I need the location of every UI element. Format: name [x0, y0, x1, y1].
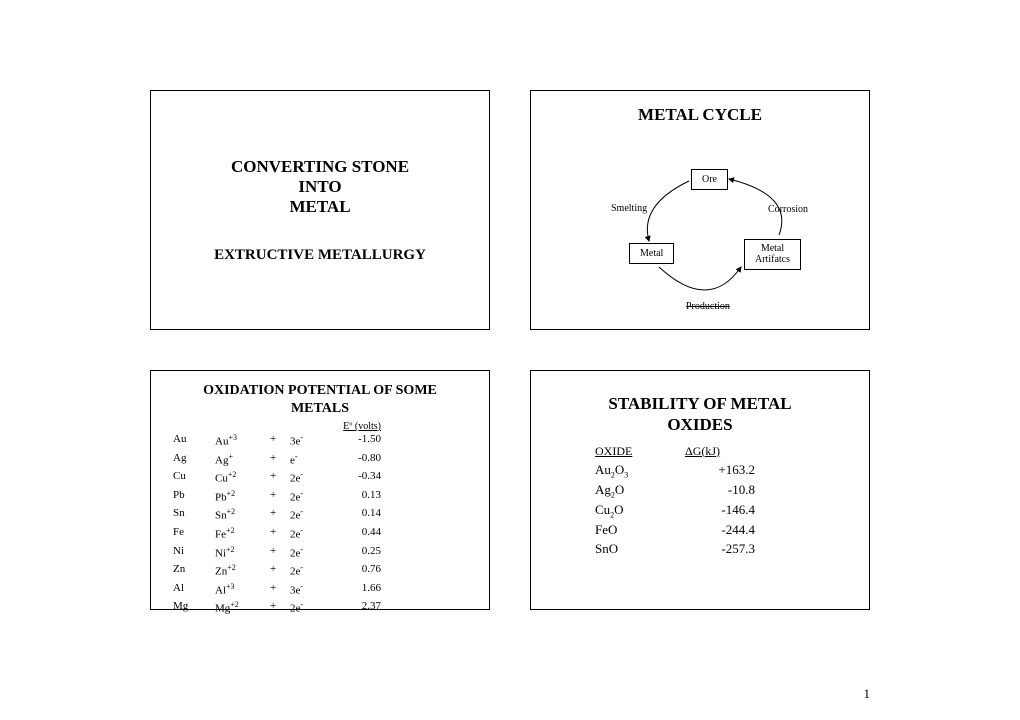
table-row: FeO-244.4 [595, 521, 835, 540]
page-number: 1 [864, 686, 871, 702]
table-row: Cu2O-146.4 [595, 501, 835, 521]
panel2-title: METAL CYCLE [545, 105, 855, 125]
table-row: AgAg++e--0.80 [173, 451, 467, 470]
label-production: Production [686, 301, 730, 312]
stab-header: OXIDE ΔG(kJ) [595, 444, 835, 459]
panel-stability-oxides: STABILITY OF METAL OXIDES OXIDE ΔG(kJ) A… [530, 370, 870, 610]
panel4-title: STABILITY OF METAL OXIDES [545, 393, 855, 436]
title-line1: CONVERTING STONE [165, 157, 475, 177]
table-row: NiNi+2+2e-0.25 [173, 544, 467, 563]
label-corrosion: Corrosion [768, 204, 808, 215]
subtitle: EXTRUCTIVE METALLURGY [165, 247, 475, 264]
stab-table-body: Au2O3+163.2Ag2O-10.8Cu2O-146.4FeO-244.4S… [545, 461, 855, 559]
table-row: MgMg+2+2e-2.37 [173, 599, 467, 618]
table-row: ZnZn+2+2e-0.76 [173, 562, 467, 581]
table-row: FeFe+2+2e-0.44 [173, 525, 467, 544]
title-line3: METAL [165, 197, 475, 217]
header-dg: ΔG(kJ) [685, 444, 755, 459]
header-oxide: OXIDE [595, 444, 685, 459]
table-row: SnO-257.3 [595, 540, 835, 559]
panel-oxidation-potential: OXIDATION POTENTIAL OF SOME METALS Eº (v… [150, 370, 490, 610]
panel3-title-l1: OXIDATION POTENTIAL OF SOME [165, 383, 475, 399]
ox-table-body: AuAu+3+3e--1.50AgAg++e--0.80CuCu+2+2e--0… [165, 432, 475, 618]
panel-title: CONVERTING STONE INTO METAL EXTRUCTIVE M… [150, 90, 490, 330]
label-smelting: Smelting [611, 203, 647, 214]
table-row: CuCu+2+2e--0.34 [173, 469, 467, 488]
panel3-title-l2: METALS [165, 401, 475, 417]
panel-metal-cycle: METAL CYCLE Ore Metal Metal Artifatcs Sm… [530, 90, 870, 330]
table-row: Au2O3+163.2 [595, 461, 835, 481]
header-eo: Eº (volts) [326, 421, 381, 432]
table-row: Ag2O-10.8 [595, 481, 835, 501]
table-row: AuAu+3+3e--1.50 [173, 432, 467, 451]
table-row: PbPb+2+2e-0.13 [173, 488, 467, 507]
node-metal: Metal [629, 243, 674, 264]
node-ore: Ore [691, 169, 728, 190]
node-artifacts: Metal Artifatcs [744, 239, 801, 270]
title-line2: INTO [165, 177, 475, 197]
table-row: SnSn+2+2e-0.14 [173, 506, 467, 525]
ox-header: Eº (volts) [173, 421, 467, 432]
table-row: AlAl+3+3e-1.66 [173, 581, 467, 600]
